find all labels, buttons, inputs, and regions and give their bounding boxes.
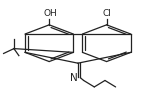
- Text: N: N: [70, 73, 78, 83]
- Text: Cl: Cl: [103, 9, 112, 18]
- Text: OH: OH: [43, 9, 57, 18]
